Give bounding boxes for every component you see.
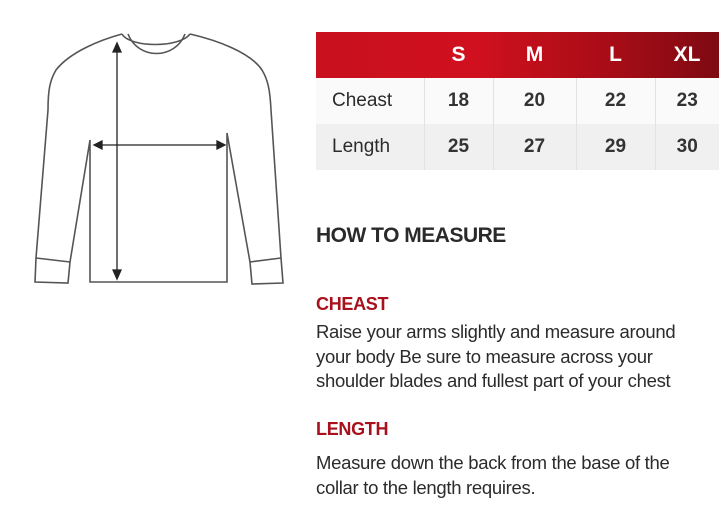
row-label: Length (332, 136, 391, 157)
instruction-line: Raise your arms slightly and measure aro… (316, 321, 676, 342)
cheast-heading: CHEAST (316, 294, 389, 314)
table-cell: 20 (492, 78, 576, 124)
row-label: Cheast (332, 90, 393, 111)
length-instructions: Measure down the back from the base of t… (316, 451, 670, 500)
size-header: S (451, 43, 466, 66)
instruction-line: shoulder blades and fullest part of your… (316, 370, 671, 391)
size-chart-table: S M L XL Cheast 18 20 22 23 Length 25 27… (316, 32, 719, 170)
size-header-row: S M L XL (316, 32, 719, 78)
instruction-line: Measure down the back from the base of t… (316, 452, 670, 473)
table-cell: 25 (423, 124, 493, 170)
instruction-line: collar to the length requires. (316, 476, 536, 498)
how-to-measure-title: HOW TO MEASURE (316, 224, 506, 247)
size-header: L (609, 43, 622, 66)
table-cell: 23 (654, 78, 719, 124)
table-cell: 22 (575, 78, 655, 124)
length-heading: LENGTH (316, 419, 389, 439)
length-arrow-icon (111, 41, 123, 281)
instruction-line: your body Be sure to measure across your (316, 345, 653, 367)
header-empty-cell (316, 32, 424, 78)
sweater-diagram (34, 33, 284, 285)
table-cell: 29 (575, 124, 655, 170)
table-row: Length 25 27 29 30 (316, 124, 719, 170)
table-cell: 30 (654, 124, 719, 170)
sweater-outline-icon (34, 33, 284, 285)
size-header: M (525, 43, 544, 66)
size-header: XL (673, 43, 701, 66)
table-cell: 27 (492, 124, 576, 170)
table-cell: 18 (423, 78, 493, 124)
chest-arrow-icon (92, 139, 227, 151)
table-row: Cheast 18 20 22 23 (316, 78, 719, 124)
cheast-instructions: Raise your arms slightly and measure aro… (316, 320, 676, 394)
